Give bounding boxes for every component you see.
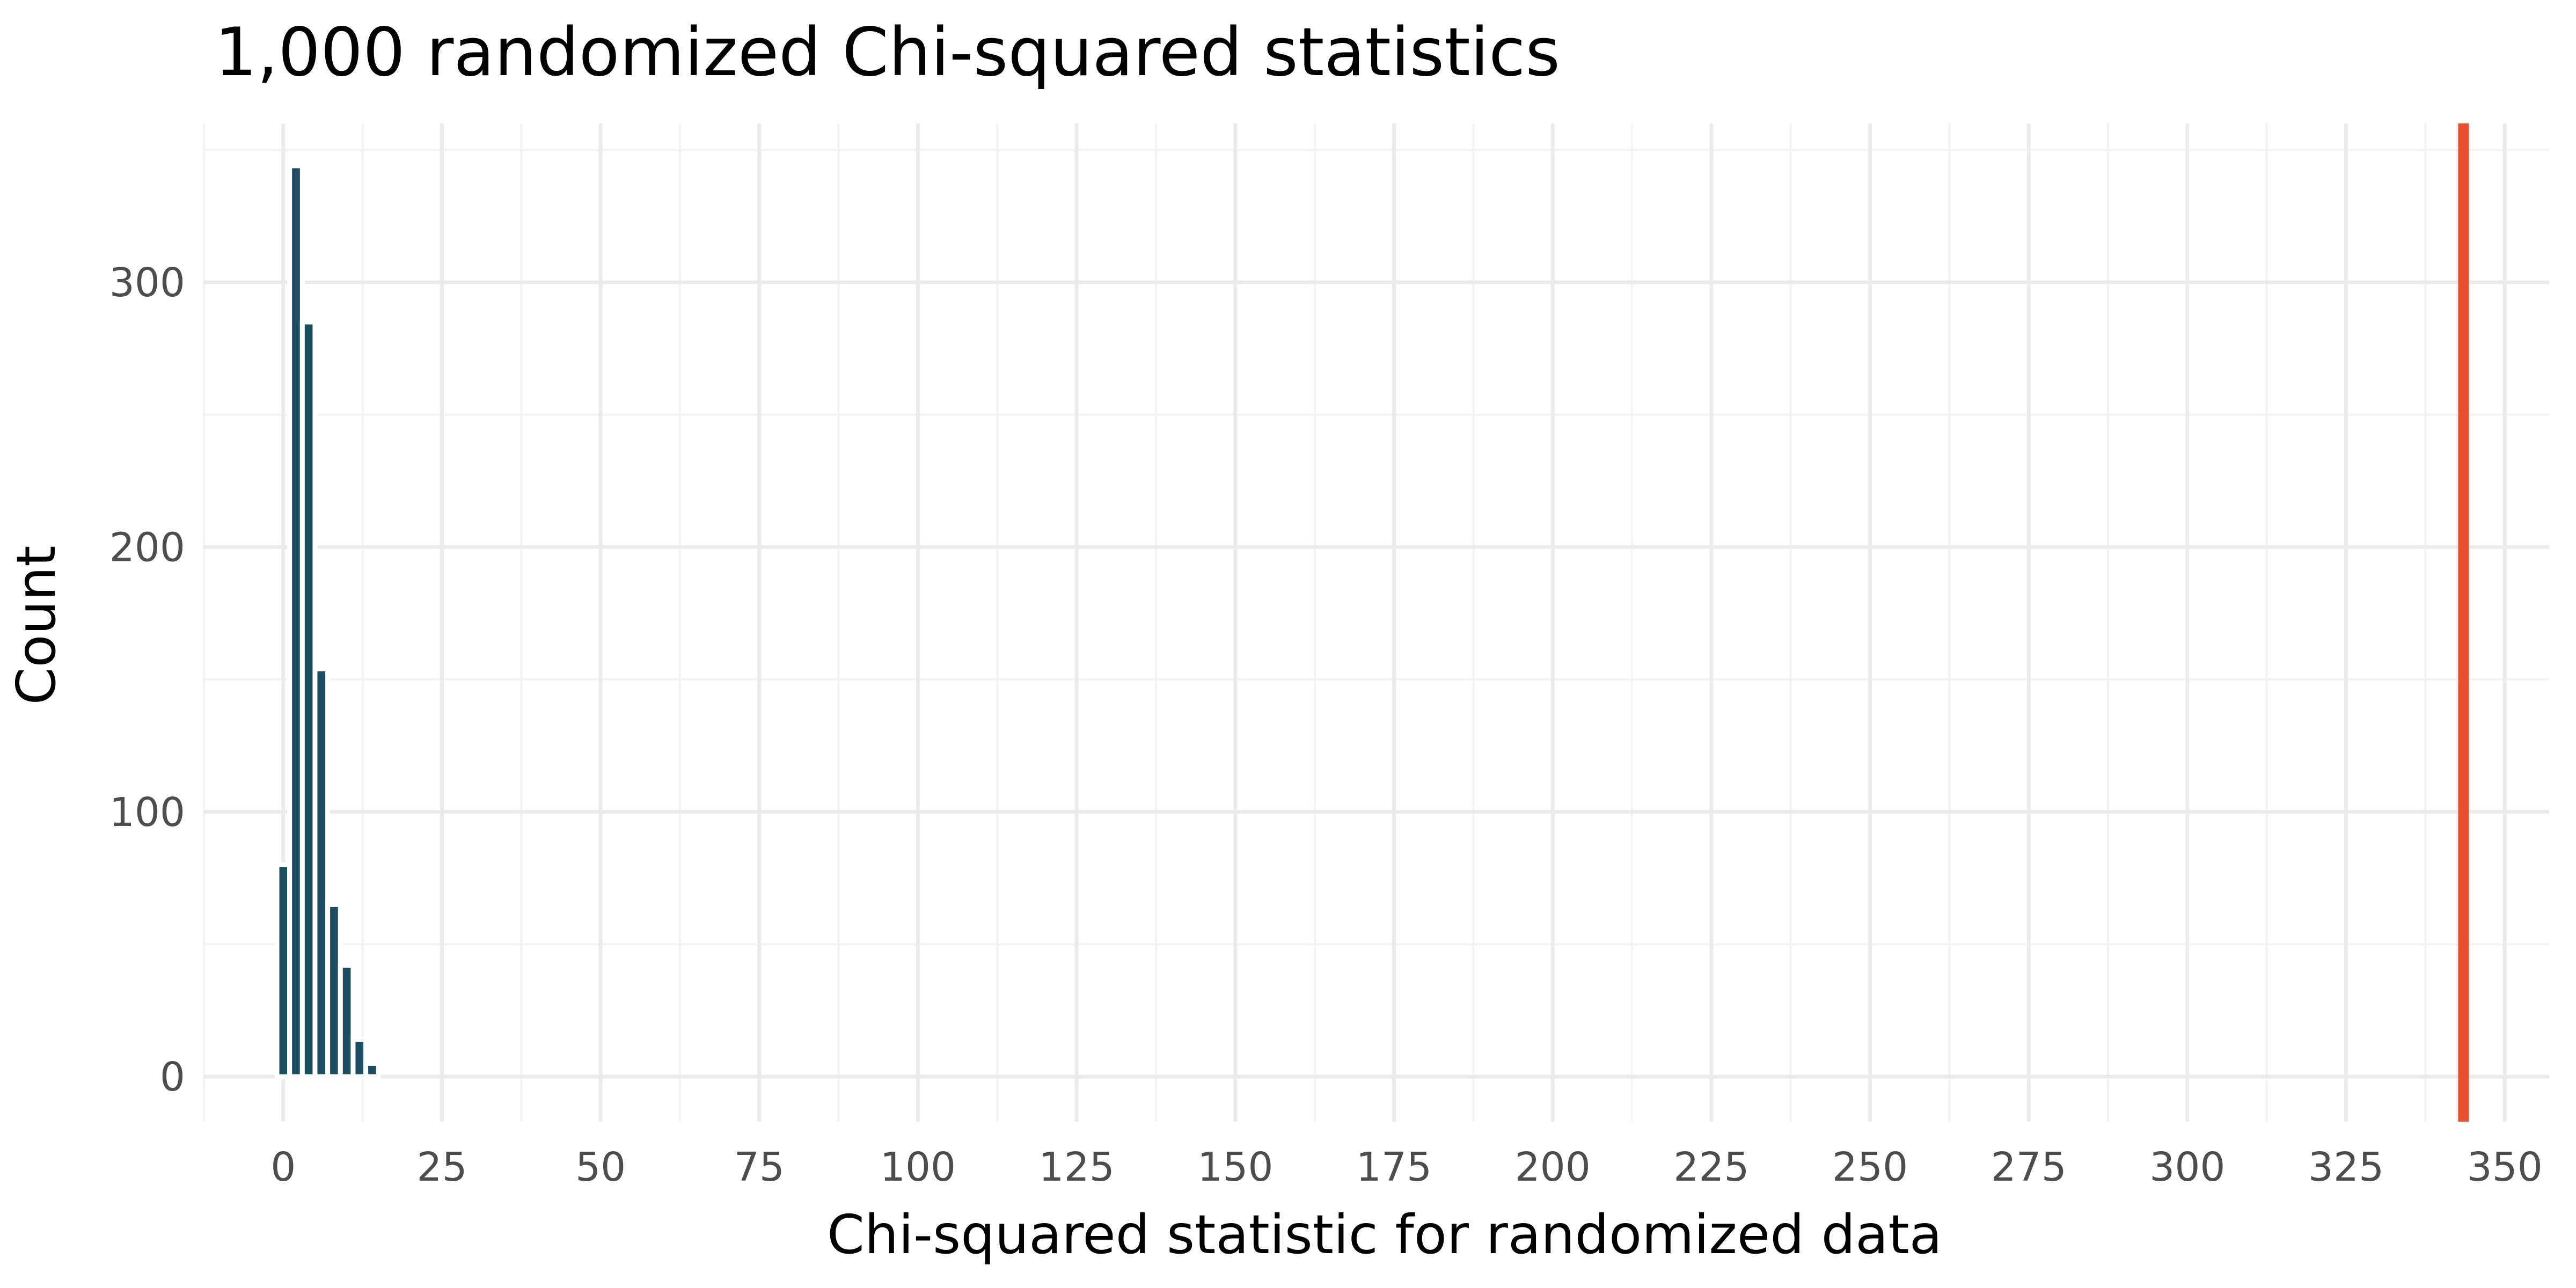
histogram-bar	[350, 1037, 369, 1079]
histogram-bar	[338, 963, 356, 1079]
x-tick-label: 175	[1356, 1144, 1432, 1190]
y-tick-label: 100	[109, 789, 185, 836]
x-tick-label: 0	[270, 1144, 296, 1190]
x-tick-label: 50	[575, 1144, 626, 1190]
x-tick-label: 25	[416, 1144, 467, 1190]
y-tick-label: 200	[109, 524, 185, 570]
x-tick-label: 150	[1197, 1144, 1273, 1190]
x-tick-label: 300	[2149, 1144, 2225, 1190]
x-tick-label: 325	[2308, 1144, 2384, 1190]
y-tick-label: 300	[109, 260, 185, 306]
x-tick-label: 125	[1039, 1144, 1115, 1190]
y-tick-label: 0	[160, 1054, 185, 1100]
chart-title: 1,000 randomized Chi-squared statistics	[215, 14, 1560, 91]
histogram-bar	[312, 666, 331, 1079]
x-tick-label: 250	[1832, 1144, 1908, 1190]
y-axis-tick-labels: 0 100 200 300	[109, 260, 185, 1100]
x-tick-label: 200	[1515, 1144, 1591, 1190]
histogram-bars	[274, 163, 381, 1079]
x-axis-tick-labels: 0 25 50 75 100 125 150 175 200 225 250 275 300 325 350	[270, 1144, 2543, 1190]
y-axis-title: Count	[5, 546, 68, 705]
x-tick-label: 75	[734, 1144, 785, 1190]
x-tick-label: 350	[2467, 1144, 2543, 1190]
x-axis-title: Chi-squared statistic for randomized dat…	[827, 1203, 1942, 1266]
x-tick-label: 225	[1673, 1144, 1749, 1190]
x-tick-label: 275	[1991, 1144, 2067, 1190]
histogram-bar	[363, 1060, 381, 1079]
grid	[203, 123, 2549, 1122]
x-tick-label: 100	[880, 1144, 956, 1190]
